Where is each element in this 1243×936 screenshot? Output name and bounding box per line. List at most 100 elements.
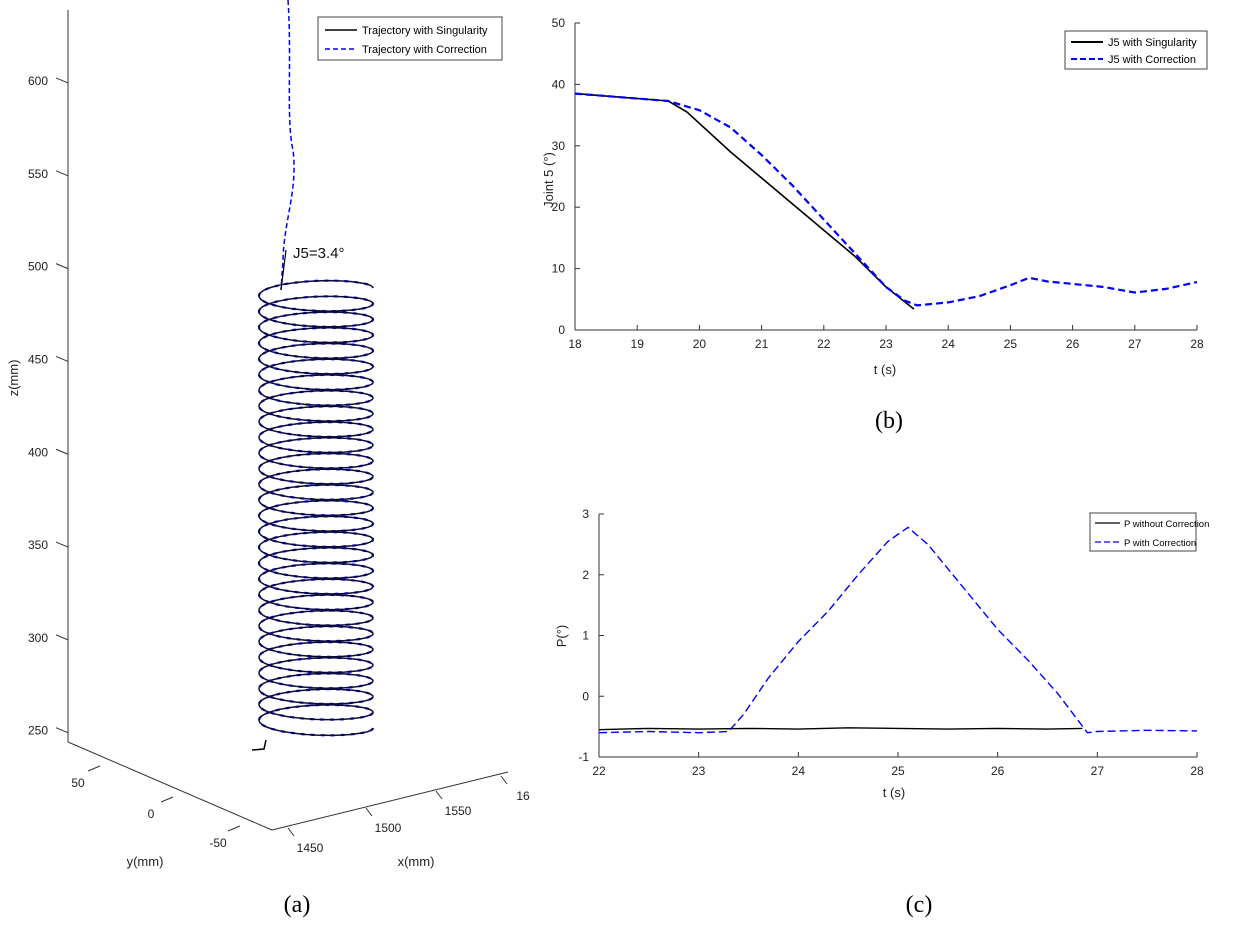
x-tick-label: 23 (692, 764, 706, 778)
x-tick-label: 26 (991, 764, 1005, 778)
helix-singularity (258, 279, 374, 737)
series-line-j5-with-correction (574, 92, 1198, 307)
singularity-approach-line (280, 249, 287, 291)
x-tick (500, 775, 508, 785)
z-tick-label: 300 (28, 631, 48, 645)
z-tick (55, 77, 69, 84)
j5-annotation: J5=3.4° (293, 245, 344, 262)
z-tick-label: 250 (28, 724, 48, 738)
legend-b-label-0: J5 with Singularity (1108, 37, 1197, 49)
correction-approach-line (280, 0, 295, 291)
x-tick (287, 827, 295, 837)
legend-a-label-1: Trajectory with Correction (362, 44, 487, 56)
series-line-j5-with-singularity (574, 92, 915, 310)
ylabel-c: P(°) (554, 625, 569, 648)
z-tick (55, 541, 69, 548)
x-tick-label: 25 (1004, 337, 1018, 351)
x-tick (365, 807, 373, 817)
axes-b: 18 19 20 21 22 23 24 25 26 27 28 0 10 20 30 40 50 (552, 16, 1204, 351)
y-tick-label: 50 (71, 776, 85, 790)
xlabel-c: t (s) (883, 785, 905, 800)
z-tick-label: 400 (28, 445, 48, 459)
y-tick-label: 0 (148, 807, 155, 821)
caption-a: (a) (284, 892, 311, 918)
x-tick-label: 27 (1091, 764, 1105, 778)
legend-a: Trajectory with Singularity Trajectory w… (317, 16, 503, 61)
z-tick (55, 634, 69, 641)
y-tick-label: 0 (558, 323, 565, 337)
z-tick-label: 350 (28, 538, 48, 552)
y-tick (227, 825, 241, 832)
y-tick-label: 20 (552, 200, 566, 214)
x-tick-label: 22 (817, 337, 831, 351)
z-tick (55, 448, 69, 455)
z-tick (55, 263, 69, 270)
legend-b: J5 with Singularity J5 with Correction (1064, 30, 1208, 70)
caption-b: (b) (875, 408, 903, 434)
xlabel-b: t (s) (874, 362, 896, 377)
x-axis-label: x(mm) (398, 854, 435, 869)
x-ticks: 1450 1500 1550 16 (287, 775, 530, 855)
legend-b-box (1064, 30, 1208, 70)
z-tick (55, 170, 69, 177)
x-tick-label: 1500 (375, 821, 402, 835)
legend-a-box (317, 16, 503, 61)
y-tick (87, 765, 101, 772)
z-axis-label: z(mm) (6, 360, 21, 397)
caption-c: (c) (906, 892, 933, 918)
x-tick-label: 28 (1190, 764, 1204, 778)
x-tick (435, 790, 443, 800)
z-tick-label: 600 (28, 74, 48, 88)
y-tick (160, 796, 174, 803)
z-tick (55, 727, 69, 734)
legend-b-label-1: J5 with Correction (1108, 54, 1196, 66)
x-axis-line (271, 771, 509, 831)
y-tick-label: -50 (209, 836, 227, 850)
y-tick-label: 2 (582, 568, 589, 582)
y-tick-label: 30 (552, 139, 566, 153)
z-tick (55, 355, 69, 362)
x-tick-label: 1450 (297, 841, 324, 855)
legend-c: P without Correction P with Correction (1089, 512, 1209, 552)
x-tick-label: 26 (1066, 337, 1080, 351)
x-tick-label: 28 (1190, 337, 1204, 351)
legend-c-label-1: P with Correction (1124, 538, 1196, 549)
series-line-p-with-correction (598, 526, 1198, 734)
y-axis-line (67, 741, 273, 831)
x-tick-label: 20 (693, 337, 707, 351)
x-tick-label: 24 (792, 764, 806, 778)
helix-trajectory (257, 279, 375, 737)
x-tick-label: 24 (942, 337, 956, 351)
x-tick-label: 22 (592, 764, 606, 778)
legend-c-box (1089, 512, 1197, 552)
y-tick-label: 1 (582, 629, 589, 643)
x-tick-label: 18 (568, 337, 582, 351)
ylabel-b: Joint 5 (°) (541, 152, 556, 208)
z-tick-label: 500 (28, 260, 48, 274)
x-tick-label: 27 (1128, 337, 1142, 351)
x-tick-label: 25 (891, 764, 905, 778)
y-tick-label: 40 (552, 77, 566, 91)
y-ticks: 50 0 -50 (71, 765, 241, 850)
z-ticks: 250 300 350 400 450 500 550 600 (28, 74, 69, 738)
x-tick-label: 1550 (445, 804, 472, 818)
series-line-p-without-correction (598, 727, 1083, 731)
y-tick-label: 50 (552, 16, 566, 30)
x-tick-label: 19 (631, 337, 645, 351)
x-tick-label: 16 (516, 789, 530, 803)
z-tick-label: 550 (28, 167, 48, 181)
y-tick-label: 10 (552, 262, 566, 276)
x-tick-label: 23 (879, 337, 893, 351)
legend-a-label-0: Trajectory with Singularity (362, 25, 488, 37)
y-tick-label: 3 (582, 507, 589, 521)
helix-start-segment (251, 739, 267, 751)
y-tick-label: 0 (582, 689, 589, 703)
y-tick-label: -1 (578, 750, 589, 764)
series-c (598, 526, 1198, 734)
x-tick-label: 21 (755, 337, 769, 351)
